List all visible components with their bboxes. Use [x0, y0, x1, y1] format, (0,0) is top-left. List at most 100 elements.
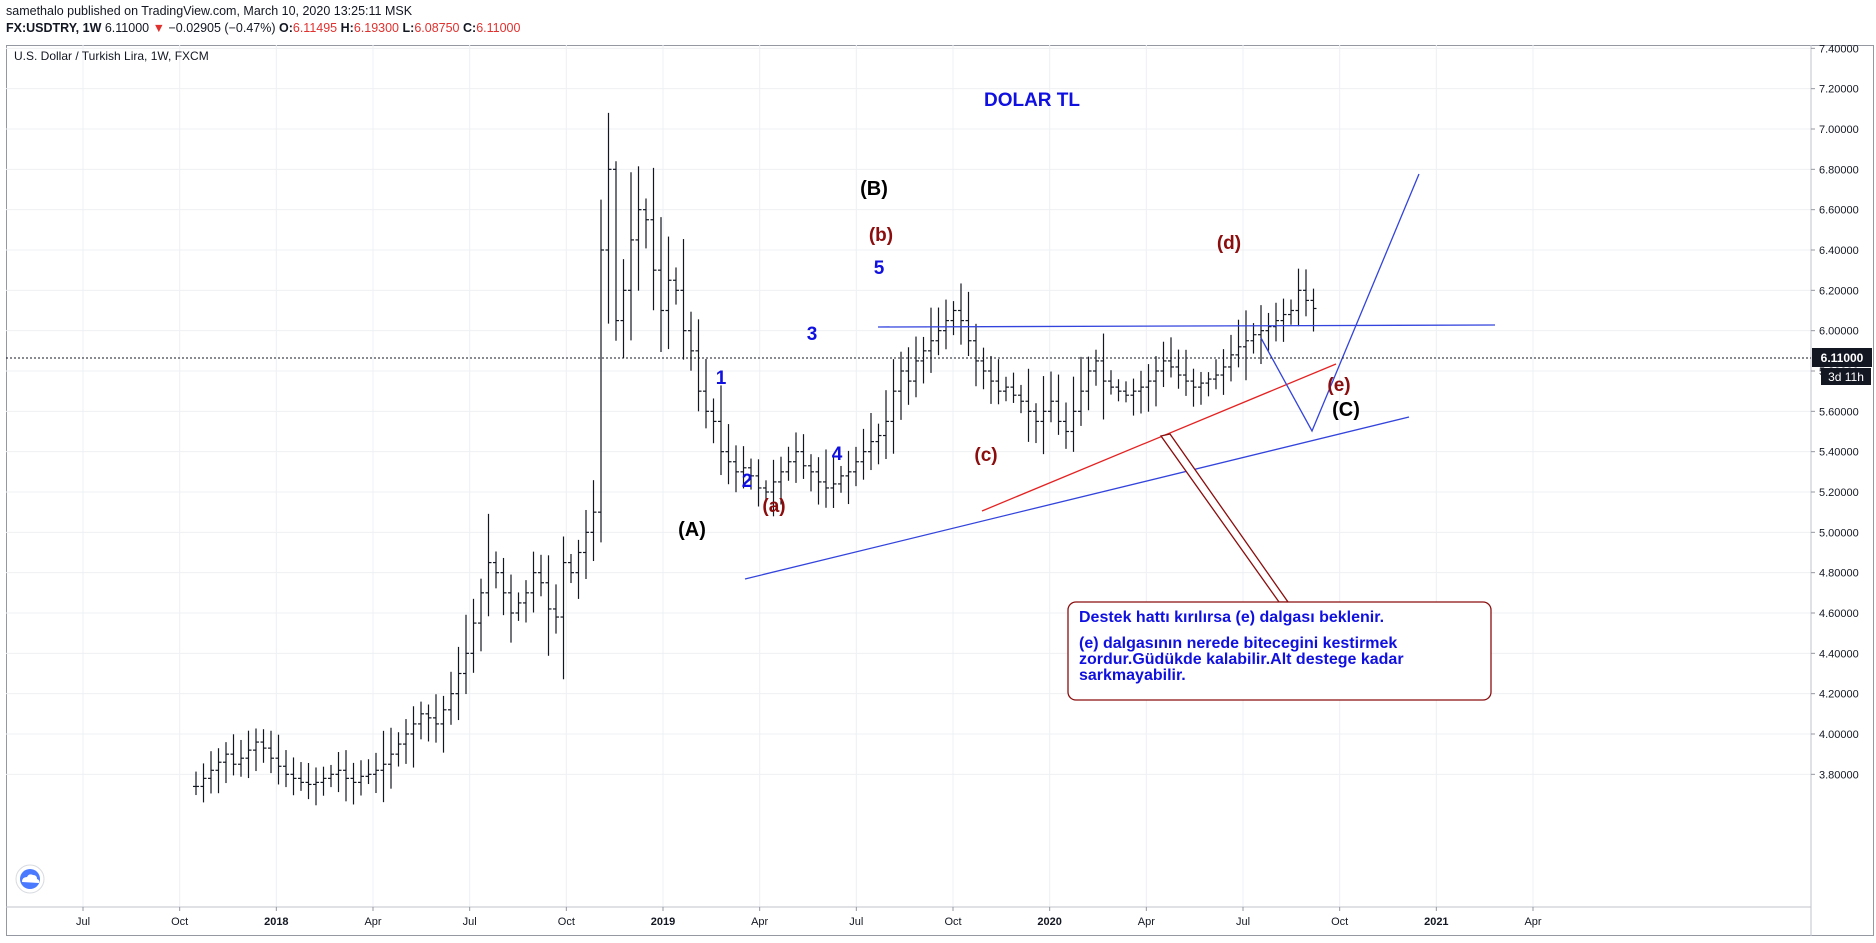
ohlc-bar [1310, 288, 1317, 332]
ohlc-bar [1280, 298, 1287, 342]
close-label: C: [462, 21, 477, 35]
chart-area[interactable]: 3.80000 4.00000 4.20000 4.40000 4.60000 4.800… [6, 45, 1874, 936]
y-tick-label: 6.60000 [1819, 205, 1859, 217]
ohlc-bar [1078, 356, 1084, 426]
wave-label[interactable]: (B) [860, 178, 888, 200]
ohlc-bar [365, 759, 372, 785]
ohlc-bar [1145, 364, 1152, 412]
ohlc-bar [245, 730, 252, 779]
ohlc-bar [1093, 349, 1099, 386]
wave-label[interactable]: (d) [1217, 233, 1241, 254]
ohlc-bar [208, 751, 214, 794]
ohlc-bar [703, 358, 709, 429]
ohlc-bar [1183, 349, 1189, 396]
ohlc-bar [290, 757, 297, 796]
ohlc-bar [350, 762, 357, 805]
ohlc-bar [830, 455, 837, 508]
ohlc-bar [883, 390, 889, 460]
ohlc-bar [388, 727, 394, 789]
ohlc-bar [463, 614, 469, 695]
callout-box[interactable]: Destek hattı kırılırsa (e) dalgası bekle… [1067, 601, 1492, 701]
ohlc-bar [1055, 374, 1062, 435]
ohlc-bar [1108, 370, 1114, 395]
y-tick-label: 4.40000 [1819, 648, 1859, 660]
ohlc-bar [440, 695, 447, 753]
ohlc-bar [1213, 359, 1219, 390]
ohlc-bar [568, 553, 574, 584]
ohlc-bar [943, 299, 949, 350]
y-tick-label: 3.80000 [1819, 769, 1859, 781]
ohlc-bar [763, 480, 769, 501]
ohlc-bar [598, 199, 604, 543]
ohlc-bar [718, 385, 724, 476]
ohlc-bar [935, 307, 942, 356]
x-tick-label: 2019 [651, 916, 675, 928]
ohlc-bar [1010, 372, 1017, 403]
ohlc-bar [1205, 372, 1212, 397]
ohlc-bar [313, 767, 319, 806]
wave-label[interactable]: (C) [1332, 399, 1360, 421]
ohlc-bar [433, 694, 439, 743]
high-label: H: [340, 21, 354, 35]
ohlc-bar [1123, 381, 1129, 403]
y-tick-label: 6.40000 [1819, 245, 1859, 257]
open-label: O: [278, 21, 293, 35]
grid [6, 45, 1811, 907]
y-tick-label: 5.20000 [1819, 487, 1859, 499]
ohlc-bar [620, 259, 627, 359]
ohlc-bar [530, 551, 537, 613]
ohlc-bar [860, 428, 867, 480]
ohlc-bar [1258, 305, 1264, 365]
y-tick-label: 5.00000 [1819, 527, 1859, 539]
ohlc-bar [478, 578, 484, 652]
x-tick-label: Oct [558, 916, 575, 928]
wave-label[interactable]: (b) [869, 225, 893, 246]
wave-label[interactable]: (a) [762, 496, 785, 517]
wave-labels: 1 2 3 4 5 (a) (b) (c) (d) (e) (A) (B) (C) [678, 178, 1360, 541]
ohlc-bar [305, 763, 312, 800]
chart-title-small: U.S. Dollar / Turkish Lira, 1W, FXCM [14, 49, 209, 63]
inner-support-line[interactable] [981, 363, 1337, 512]
ohlc-bar [230, 734, 237, 776]
wave-label[interactable]: 2 [742, 471, 753, 492]
x-tick-label: 2018 [264, 916, 288, 928]
ohlc-bar [980, 347, 987, 390]
ohlc-bar [260, 729, 267, 763]
wave-label[interactable]: 1 [716, 368, 727, 389]
ohlc-bar [268, 730, 274, 774]
ohlc-bar [395, 732, 402, 767]
ohlc-bar [1070, 376, 1077, 452]
x-tick-label: Jul [463, 916, 477, 928]
wave-label[interactable]: (A) [678, 519, 706, 541]
ohlc-bar [920, 336, 927, 384]
ohlc-bar [425, 704, 432, 742]
symbol-label: FX:USDTRY, 1W [6, 21, 102, 35]
ohlc-bar [193, 771, 199, 796]
ohlc-bar [665, 236, 672, 350]
resistance-line[interactable] [877, 324, 1496, 328]
ohlc-bar [583, 509, 589, 580]
wave-label[interactable]: (e) [1327, 375, 1350, 396]
ohlc-bar [560, 536, 567, 680]
wave-label[interactable]: (c) [974, 445, 997, 466]
ohlc-bar [905, 347, 912, 405]
countdown-tag: 3d 11h [1821, 368, 1871, 385]
ohlc-bar [643, 198, 649, 249]
ohlc-bar [823, 449, 829, 508]
tradingview-cloud-icon[interactable] [15, 864, 45, 894]
ohlc-bar [740, 446, 747, 489]
ohlc-bar [680, 239, 687, 360]
wave-label[interactable]: 3 [807, 324, 818, 345]
ohlc-bar [590, 480, 597, 562]
ohlc-bar [688, 311, 694, 371]
ohlc-bar [995, 359, 1002, 405]
support-line[interactable] [744, 416, 1410, 580]
projection-path[interactable] [1260, 173, 1420, 433]
ohlc-bar [283, 750, 289, 788]
wave-label[interactable]: 4 [832, 444, 843, 465]
wave-label[interactable]: 5 [874, 258, 885, 279]
ohlc-bar [238, 739, 244, 777]
ohlc-bar [733, 445, 739, 493]
ohlc-bar [1198, 371, 1204, 405]
x-tick-label: Apr [1138, 916, 1155, 928]
